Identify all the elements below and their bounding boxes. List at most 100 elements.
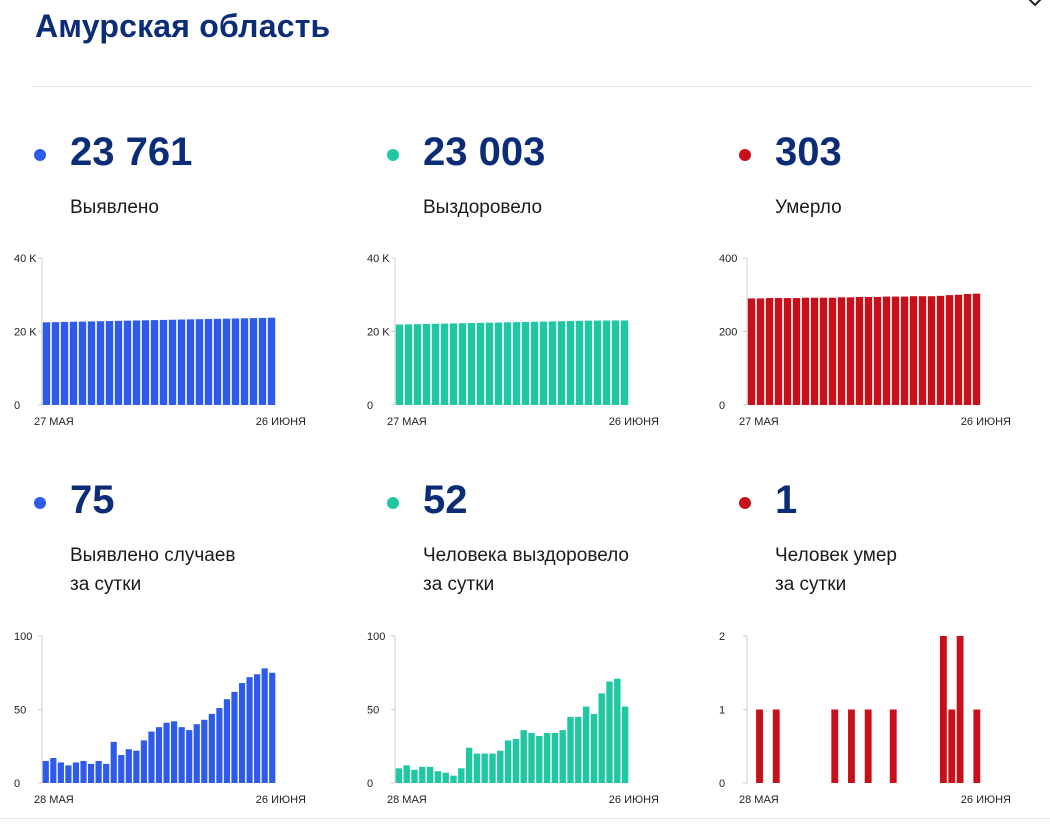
bar [772,709,780,783]
x-start-label: 28 МАЯ [387,794,427,806]
bar [864,296,873,405]
bar [216,708,223,783]
bar [927,296,936,405]
bar [231,691,238,783]
bar [598,693,605,783]
bar-chart: 0 50 100 28 МАЯ 26 ИЮНЯ [14,631,306,806]
x-start-label: 27 МАЯ [34,416,74,428]
stat-label: Человек умер [775,545,897,566]
bar [900,296,909,405]
bar [254,674,261,783]
bar-chart: 0 20 K 40 K 27 МАЯ 26 ИЮНЯ [14,253,306,428]
bar [504,740,512,783]
bar [954,294,963,405]
bar [168,319,177,405]
stat-value: 52 [423,478,468,522]
bar [395,768,403,783]
x-end-label: 26 ИЮНЯ [256,416,306,428]
bar [756,709,763,783]
y-tick-label: 0 [719,778,725,790]
bar [125,749,132,783]
bar [530,321,539,405]
bar [422,323,431,405]
bar [528,733,535,783]
x-start-label: 27 МАЯ [387,416,427,428]
bar-chart: 0 200 400 27 МАЯ 26 ИЮНЯ [719,253,1011,428]
bar [536,735,543,783]
bar [150,320,159,405]
bar [889,709,897,783]
bar [756,298,765,405]
bottom-divider [0,818,1050,819]
y-tick-label: 0 [367,400,373,412]
bar [434,771,442,783]
bar [494,322,503,405]
bar [213,318,222,405]
bar [543,733,551,783]
bar [50,758,57,783]
bar [65,765,72,783]
bar [57,762,64,783]
stat-value: 1 [775,478,798,522]
stat-label: Выздоровело [423,197,543,218]
bar [481,753,488,783]
bar [208,713,215,783]
stat-value: 303 [775,130,842,174]
bar [873,296,882,405]
bar [467,323,476,405]
bar [918,296,927,405]
bar [566,321,575,405]
stat-label: за сутки [423,574,495,595]
bar [78,321,87,405]
y-tick-label: 0 [14,400,20,412]
bar [42,760,49,783]
bar [606,681,613,783]
bar [497,750,504,783]
bar [855,296,864,405]
page-title: Амурская область [35,8,331,44]
bar [231,318,240,405]
stat-value: 23 761 [70,130,193,174]
legend-dot-icon [34,497,46,509]
y-tick-label: 0 [14,778,20,790]
bar [159,319,168,405]
bar [801,297,810,405]
bar [133,750,140,783]
bar [551,733,559,783]
bar [792,298,801,405]
bar [132,320,141,405]
bar [96,321,105,405]
bar [458,323,467,405]
legend-dot-icon [387,149,399,161]
x-end-label: 26 ИЮНЯ [609,794,659,806]
y-tick-label: 20 K [367,327,390,339]
bar [171,721,178,783]
bar [249,318,258,405]
bar [864,709,872,783]
bar [60,321,69,405]
bar [105,321,114,405]
bar [42,322,51,405]
bar [267,317,276,405]
bar [87,763,95,783]
bar [114,320,123,405]
bar [611,320,620,405]
close-icon[interactable] [1024,0,1046,14]
bar [186,730,193,783]
bar [909,296,918,405]
bar [476,322,485,405]
bar [473,753,481,783]
y-tick-label: 50 [367,705,379,717]
legend-dot-icon [387,497,399,509]
y-tick-label: 100 [367,631,385,643]
bar [178,727,185,783]
y-tick-label: 40 K [367,253,390,265]
bar [431,323,440,405]
y-tick-label: 0 [719,400,725,412]
bar [590,713,598,783]
bar [177,319,186,405]
stat-label: Человека выздоровело [423,545,630,566]
bar [395,324,404,405]
bar [575,716,582,783]
bar [69,321,78,405]
